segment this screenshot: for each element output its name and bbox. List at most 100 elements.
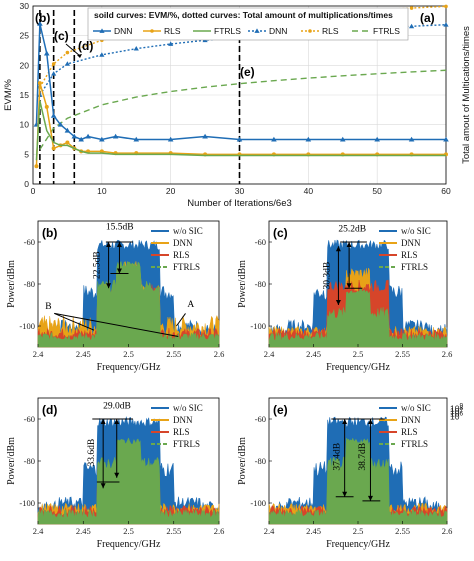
y-tick-label: 20	[20, 60, 30, 70]
dimension-arrowhead	[106, 242, 112, 247]
x-tick-label: 2.4	[264, 526, 275, 536]
x-tick-label: 2.4	[33, 349, 44, 359]
point-mult-rls	[65, 50, 70, 55]
dimension-arrowhead	[114, 472, 120, 478]
x-tick-label: 2.55	[166, 526, 181, 536]
point-evm-rls	[99, 149, 104, 154]
y-axis-label: Power/dBm	[237, 260, 248, 308]
dimension-label: 33.6dB	[87, 439, 97, 467]
dimension-label: 15.5dB	[106, 222, 134, 232]
point-evm-dnn	[202, 133, 208, 139]
panel-label: (d)	[42, 403, 57, 417]
panel-label: (b)	[42, 226, 57, 240]
point-evm-dnn	[112, 133, 119, 139]
x-axis-label: Frequency/GHz	[326, 362, 390, 373]
dimension-arrowhead	[367, 419, 373, 424]
y-tick-label: -80	[255, 279, 266, 289]
legend-label: FTRLS	[173, 439, 200, 449]
dimension-arrowhead	[116, 268, 122, 274]
y-tick-label: -60	[24, 237, 35, 247]
legend-label: FTRLS	[401, 262, 428, 272]
point-evm-dnn	[85, 133, 91, 139]
point-evm-dnn	[133, 136, 140, 142]
dimension-arrowhead	[100, 419, 106, 424]
annotation-A: A	[187, 300, 194, 310]
x-tick-label: 2.5	[353, 526, 364, 536]
point-mult-dnn	[408, 23, 415, 29]
point-evm-dnn	[374, 136, 380, 142]
y-tick-label: 10	[20, 120, 30, 130]
annotation-arrowhead	[77, 54, 82, 58]
point-mult-dnn	[133, 46, 139, 51]
point-mult-dnn	[99, 52, 105, 57]
x-tick-label: 50	[372, 186, 382, 196]
x-tick-label: 2.6	[442, 526, 453, 536]
x-tick-label: 40	[304, 186, 314, 196]
y-tick-label: -100	[250, 498, 266, 508]
legend-label: RLS	[173, 250, 190, 260]
series-area-ftrls	[37, 260, 220, 348]
x-tick-label: 2.45	[76, 526, 91, 536]
marker-label: (d)	[78, 39, 93, 53]
annotation-B: B	[45, 302, 51, 312]
dimension-arrowhead	[100, 483, 106, 489]
legend-marker	[308, 29, 312, 33]
legend-label: w/o SIC	[401, 403, 431, 413]
point-evm-dnn	[71, 133, 78, 139]
point-mult-dnn	[51, 71, 57, 76]
x-tick-label: 0	[31, 186, 36, 196]
x-tick-label: 2.4	[33, 526, 44, 536]
x-axis-label: Frequency/GHz	[326, 539, 390, 550]
x-tick-label: 2.5	[123, 526, 134, 536]
point-evm-dnn	[43, 50, 50, 56]
x-tick-label: 2.45	[76, 349, 91, 359]
legend-label: w/o SIC	[401, 226, 431, 236]
dimension-arrowhead	[342, 419, 348, 424]
x-tick-label: 2.5	[353, 349, 364, 359]
point-evm-dnn	[57, 121, 64, 127]
legend-label: FTRLS	[173, 262, 200, 272]
legend-label: DNN	[173, 238, 193, 248]
point-evm-dnn	[99, 136, 105, 142]
point-evm-dnn	[64, 127, 71, 133]
legend-label: RLS	[322, 26, 339, 36]
x-axis-label: Frequency/GHz	[97, 539, 161, 550]
x-tick-label: 2.55	[166, 349, 181, 359]
legend-box	[87, 7, 409, 41]
y-tick-label: -60	[24, 414, 35, 424]
point-evm-dnn	[167, 136, 174, 142]
annotation-arrow	[176, 313, 186, 327]
legend-label: FTRLS	[214, 26, 241, 36]
y-tick-label: -80	[255, 456, 266, 466]
y-right-tick-label: 107	[450, 407, 463, 418]
dimension-arrowhead	[342, 491, 348, 497]
y-right-axis-label: Total amout of Multications/times	[461, 26, 472, 164]
point-mult-dnn	[64, 61, 71, 66]
dimension-arrowhead	[346, 242, 352, 247]
panel-label: (e)	[273, 403, 288, 417]
legend-a: soild curves: EVM/%, dotted curves: Tota…	[87, 7, 409, 41]
y-tick-label: -80	[24, 279, 35, 289]
marker-label: (b)	[35, 11, 50, 25]
legend-label: DNN	[401, 415, 421, 425]
x-tick-label: 10	[97, 186, 107, 196]
dimension-arrowhead	[106, 283, 112, 289]
point-evm-dnn	[78, 136, 84, 142]
y-tick-label: 5	[24, 149, 29, 159]
y-tick-label: -100	[250, 321, 266, 331]
point-evm-dnn	[339, 136, 346, 142]
point-evm-dnn	[408, 136, 415, 142]
legend-label: DNN	[173, 415, 193, 425]
y-tick-label: 30	[20, 1, 30, 11]
chart-d: 2.4 2.45 2.5 2.55 2.6 -100 -80 -60 Frequency/GHz…	[6, 397, 224, 550]
y-axis-label: EVM/%	[3, 79, 14, 111]
point-mult-rls	[51, 62, 56, 66]
x-tick-label: 2.55	[395, 526, 410, 536]
x-axis-label: Frequency/GHz	[97, 362, 161, 373]
series-area-ftrls	[268, 287, 448, 348]
y-tick-label: 15	[20, 90, 30, 100]
point-mult-rls	[409, 6, 414, 10]
legend-label: DNN	[269, 26, 287, 36]
y-axis-label: Power/dBm	[6, 260, 17, 308]
